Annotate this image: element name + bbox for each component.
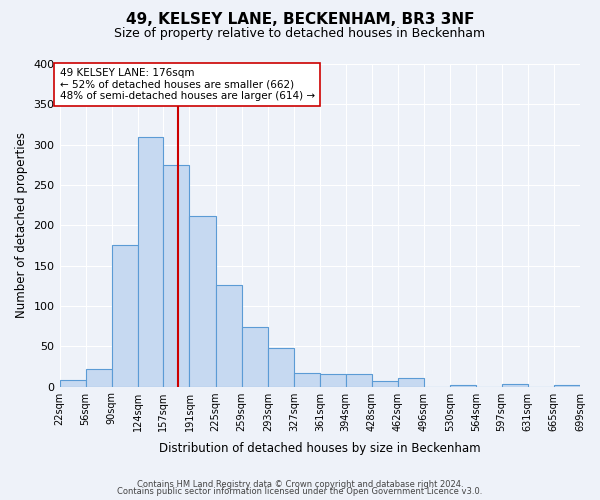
Bar xyxy=(86,369,112,386)
Bar xyxy=(268,348,294,387)
Text: Contains public sector information licensed under the Open Government Licence v3: Contains public sector information licen… xyxy=(118,488,482,496)
Bar xyxy=(215,285,242,386)
X-axis label: Distribution of detached houses by size in Beckenham: Distribution of detached houses by size … xyxy=(159,442,481,455)
Bar xyxy=(59,380,86,386)
Text: Size of property relative to detached houses in Beckenham: Size of property relative to detached ho… xyxy=(115,28,485,40)
Text: 49, KELSEY LANE, BECKENHAM, BR3 3NF: 49, KELSEY LANE, BECKENHAM, BR3 3NF xyxy=(126,12,474,28)
Bar xyxy=(346,374,371,386)
Bar xyxy=(138,136,163,386)
Text: Contains HM Land Registry data © Crown copyright and database right 2024.: Contains HM Land Registry data © Crown c… xyxy=(137,480,463,489)
Bar xyxy=(294,373,320,386)
Bar xyxy=(554,385,580,386)
Y-axis label: Number of detached properties: Number of detached properties xyxy=(15,132,28,318)
Bar xyxy=(242,327,268,386)
Bar xyxy=(398,378,424,386)
Text: 49 KELSEY LANE: 176sqm
← 52% of detached houses are smaller (662)
48% of semi-de: 49 KELSEY LANE: 176sqm ← 52% of detached… xyxy=(59,68,314,101)
Bar xyxy=(450,385,476,386)
Bar xyxy=(112,246,138,386)
Bar xyxy=(190,216,215,386)
Bar xyxy=(502,384,528,386)
Bar xyxy=(371,381,398,386)
Bar xyxy=(163,165,190,386)
Bar xyxy=(320,374,346,386)
